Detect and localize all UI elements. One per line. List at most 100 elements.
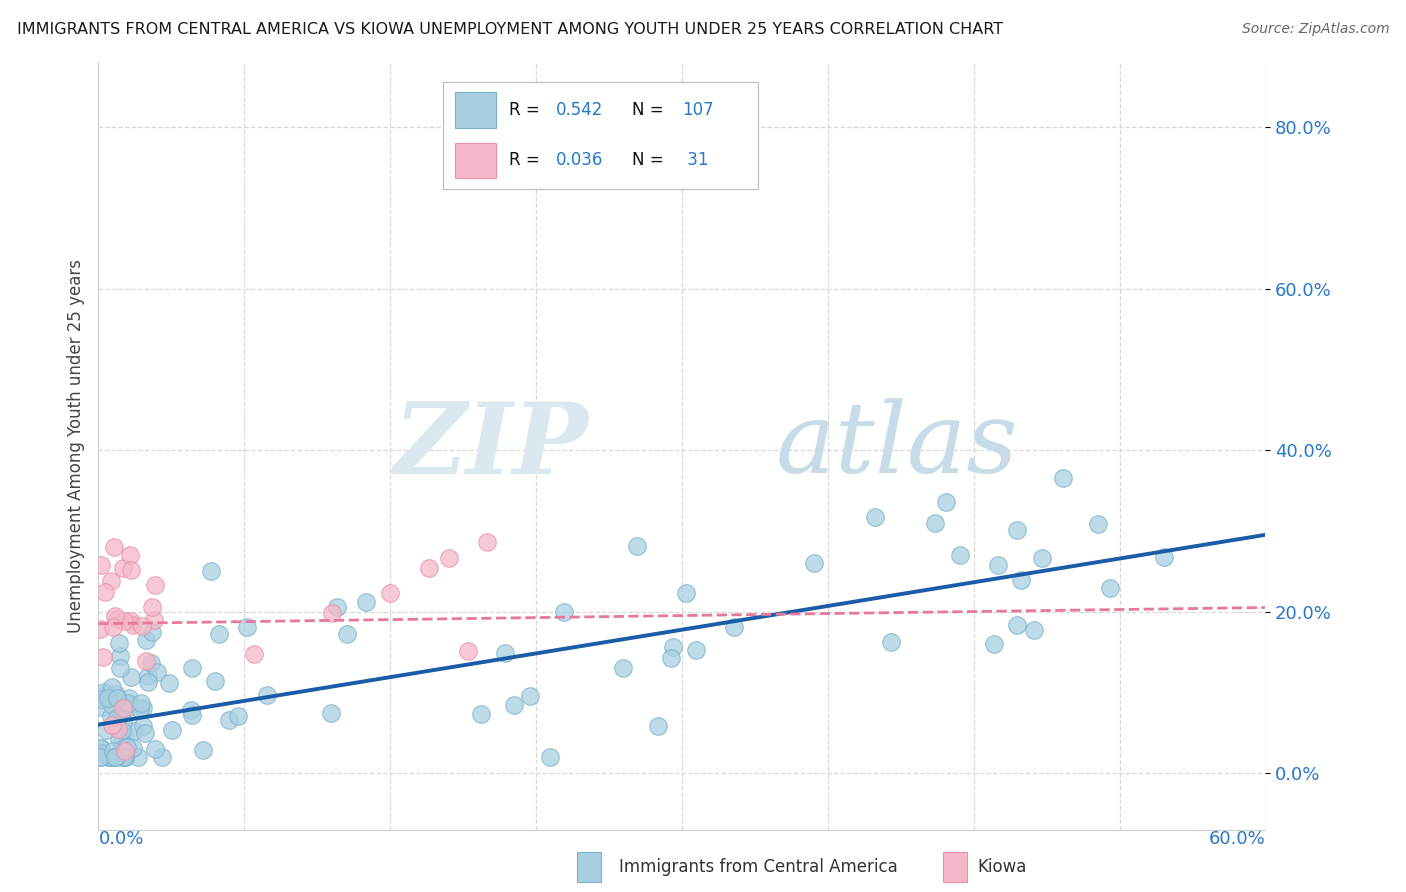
Point bbox=[1005, 617, 1028, 632]
Point bbox=[90, 558, 112, 573]
Point bbox=[111, 734, 134, 748]
Point bbox=[101, 744, 124, 758]
Point bbox=[204, 674, 226, 689]
Point bbox=[97, 750, 120, 764]
Point bbox=[108, 732, 131, 747]
Point bbox=[935, 495, 957, 509]
Point bbox=[89, 750, 111, 764]
Point bbox=[108, 648, 131, 663]
Point bbox=[141, 600, 163, 615]
Text: Immigrants from Central America: Immigrants from Central America bbox=[619, 858, 897, 876]
Point bbox=[519, 689, 541, 703]
Point bbox=[131, 619, 153, 633]
Point bbox=[477, 535, 499, 549]
Point bbox=[647, 719, 669, 733]
Point bbox=[612, 661, 634, 675]
Point bbox=[380, 586, 402, 600]
Point bbox=[129, 702, 152, 716]
Point bbox=[105, 750, 128, 764]
Point bbox=[111, 561, 134, 575]
Point bbox=[114, 750, 136, 764]
Point bbox=[115, 701, 138, 715]
Point bbox=[662, 640, 685, 654]
Text: IMMIGRANTS FROM CENTRAL AMERICA VS KIOWA UNEMPLOYMENT AMONG YOUTH UNDER 25 YEARS: IMMIGRANTS FROM CENTRAL AMERICA VS KIOWA… bbox=[17, 22, 1002, 37]
Point bbox=[96, 687, 118, 701]
Point bbox=[108, 636, 131, 650]
Point bbox=[418, 560, 440, 574]
Point bbox=[97, 750, 120, 764]
Point bbox=[256, 689, 278, 703]
Point bbox=[138, 668, 160, 682]
Point bbox=[208, 627, 231, 641]
Point bbox=[121, 670, 143, 684]
Point bbox=[218, 714, 240, 728]
Point bbox=[127, 750, 149, 764]
Point bbox=[180, 708, 202, 723]
Point bbox=[659, 651, 682, 665]
Point bbox=[107, 612, 129, 626]
Point bbox=[134, 726, 156, 740]
Point bbox=[924, 516, 946, 530]
Point bbox=[105, 690, 128, 705]
Point bbox=[108, 661, 131, 675]
Point bbox=[723, 620, 745, 634]
Point bbox=[111, 701, 134, 715]
Point bbox=[200, 564, 222, 578]
Point bbox=[132, 718, 155, 732]
Point bbox=[100, 697, 122, 711]
Point bbox=[100, 574, 122, 589]
Point bbox=[803, 556, 825, 570]
Point bbox=[120, 614, 142, 628]
Point bbox=[111, 750, 134, 764]
Point bbox=[1099, 581, 1122, 595]
Point bbox=[321, 606, 343, 620]
Point bbox=[90, 740, 112, 755]
Point bbox=[89, 622, 111, 636]
Text: atlas: atlas bbox=[775, 399, 1018, 493]
Point bbox=[141, 625, 163, 640]
Point bbox=[100, 709, 122, 723]
Point bbox=[139, 657, 162, 671]
Y-axis label: Unemployment Among Youth under 25 years: Unemployment Among Youth under 25 years bbox=[66, 259, 84, 633]
Point bbox=[107, 722, 129, 736]
Point bbox=[97, 691, 120, 706]
Point bbox=[122, 618, 145, 632]
Point bbox=[96, 723, 118, 737]
Point bbox=[104, 608, 127, 623]
Point bbox=[236, 620, 259, 634]
Point bbox=[135, 632, 157, 647]
Point bbox=[160, 723, 183, 737]
Point bbox=[437, 550, 460, 565]
Point bbox=[93, 685, 115, 699]
Point bbox=[503, 698, 526, 713]
Point bbox=[114, 744, 136, 758]
Point bbox=[101, 620, 124, 634]
Point bbox=[94, 585, 117, 599]
Point bbox=[319, 706, 342, 720]
Point bbox=[675, 586, 697, 600]
Text: 60.0%: 60.0% bbox=[1209, 830, 1265, 847]
Point bbox=[983, 637, 1005, 651]
Text: Source: ZipAtlas.com: Source: ZipAtlas.com bbox=[1241, 22, 1389, 37]
Point bbox=[90, 750, 112, 764]
Point bbox=[120, 548, 142, 562]
Point bbox=[120, 563, 142, 577]
Point bbox=[122, 724, 145, 739]
Point bbox=[112, 614, 135, 628]
Point bbox=[243, 648, 266, 662]
Point bbox=[105, 711, 128, 725]
Point bbox=[685, 642, 707, 657]
Point bbox=[105, 687, 128, 701]
Point bbox=[626, 539, 648, 553]
Point bbox=[1087, 517, 1109, 532]
Point bbox=[110, 707, 132, 722]
Point bbox=[180, 660, 202, 674]
Point bbox=[150, 750, 173, 764]
Point bbox=[112, 750, 135, 764]
Point bbox=[356, 595, 378, 609]
Point bbox=[117, 698, 139, 712]
Point bbox=[326, 600, 349, 615]
Point bbox=[538, 750, 561, 764]
Point bbox=[336, 627, 359, 641]
Point bbox=[191, 743, 214, 757]
